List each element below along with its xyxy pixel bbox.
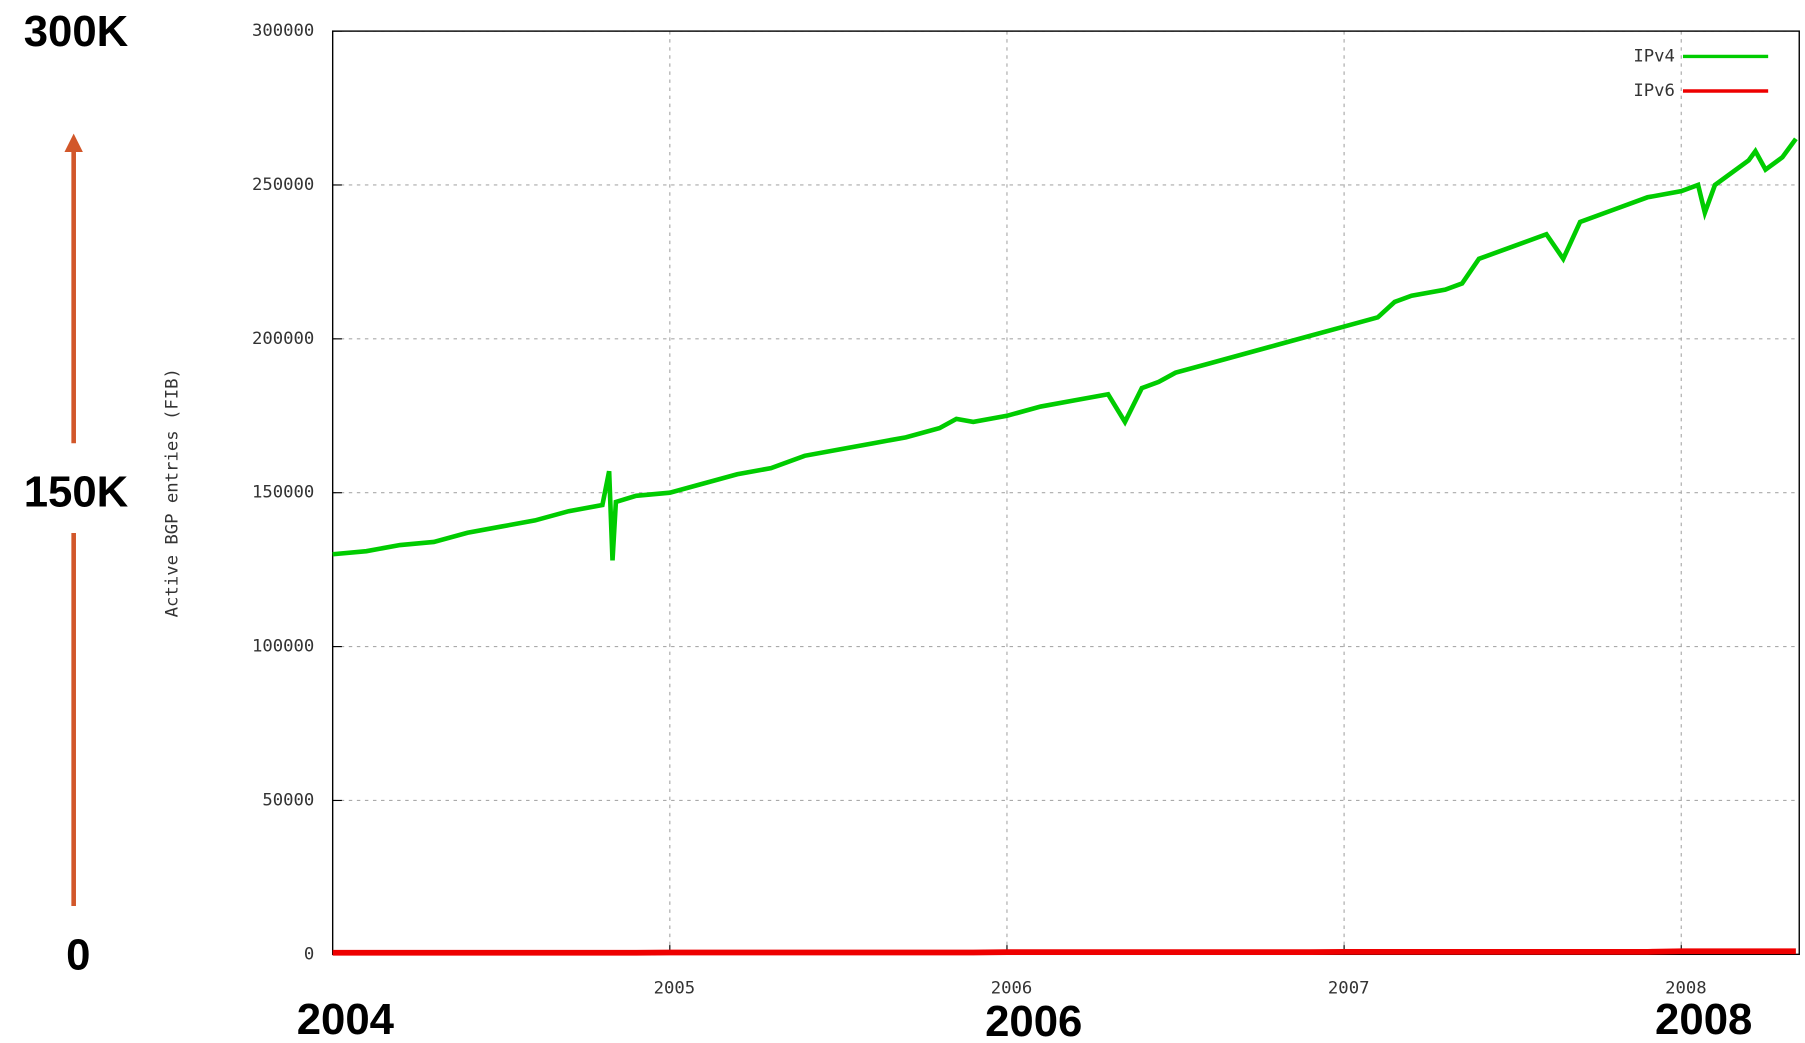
y-tick-label: 150000 — [252, 483, 314, 503]
legend-label: IPv4 — [1633, 46, 1675, 66]
x-tick-label: 2005 — [654, 978, 696, 998]
series-line — [332, 948, 1796, 956]
y-tick-label: 50000 — [262, 790, 314, 810]
y-tick-label: 200000 — [252, 329, 314, 349]
annotation: 2008 — [1655, 995, 1752, 1043]
y-tick-label: 0 — [304, 944, 314, 964]
x-tick-label: 2006 — [991, 978, 1033, 998]
x-tick-label: 2008 — [1665, 978, 1707, 998]
annotation: 2004 — [297, 995, 395, 1043]
annotation: 0 — [66, 930, 90, 979]
y-tick-label: 100000 — [252, 637, 314, 657]
series-line — [332, 137, 1798, 561]
x-tick-label: 2007 — [1328, 978, 1370, 998]
annotation: 2006 — [985, 997, 1082, 1043]
y-axis-label: Active BGP entries (FIB) — [163, 368, 183, 617]
y-tick-label: 300000 — [252, 21, 314, 41]
arrow-head — [64, 133, 83, 152]
annotation: 150K — [24, 468, 129, 517]
annotation: 300K — [24, 7, 129, 56]
legend-label: IPv6 — [1633, 81, 1675, 101]
y-tick-label: 250000 — [252, 175, 314, 195]
